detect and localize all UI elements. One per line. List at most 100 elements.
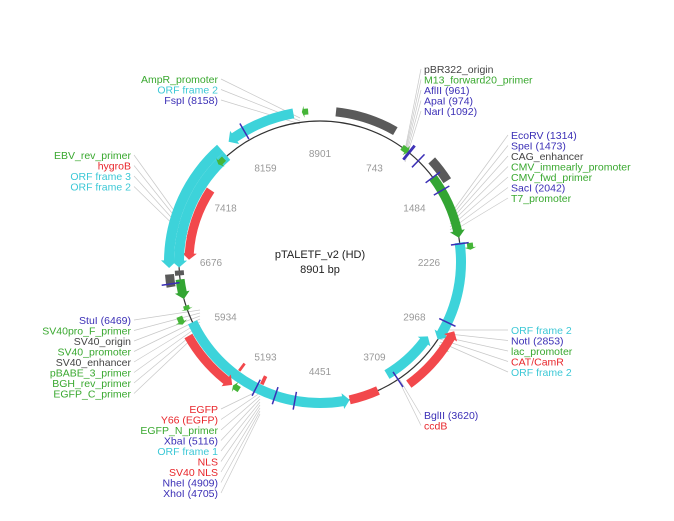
label-pbabe-3-primer: pBABE_3_primer — [50, 368, 132, 380]
label-sv40-enhancer: SV40_enhancer — [56, 357, 132, 369]
label-xhoi-4705: XhoI (4705) — [163, 488, 218, 500]
label-cat-camr: CAT/CamR — [511, 357, 564, 369]
enzyme-mark-spei — [433, 185, 450, 196]
feature-ebv-rev-primer — [216, 156, 227, 167]
tick-label: 6676 — [200, 258, 223, 269]
label-sv40-origin: SV40_origin — [74, 336, 131, 348]
leader-line — [220, 398, 261, 441]
leader-line — [449, 176, 509, 228]
leader-line — [404, 79, 422, 154]
label-orf-frame-2: ORF frame 2 — [157, 85, 218, 97]
feature-cat-camr — [406, 331, 458, 388]
leader-line — [399, 379, 422, 416]
leader-line — [133, 324, 201, 373]
feature-sv40-origin — [174, 270, 185, 276]
tick-label: 2968 — [403, 313, 426, 324]
tick-label: 1484 — [403, 204, 426, 215]
label-sv40-nls: SV40 NLS — [169, 467, 218, 479]
enzyme-mark-stui — [161, 281, 180, 287]
enzyme-mark-apai — [403, 145, 416, 161]
feature-orf-frame-2-lower — [384, 336, 431, 379]
leader-line — [220, 401, 261, 452]
feature-orf-frame-2-right — [434, 241, 466, 340]
enzyme-mark-ecorv — [425, 171, 441, 184]
enzyme-mark-xbai — [251, 379, 261, 397]
feature-orf-frame-3 — [161, 144, 224, 268]
tick-label: 8159 — [254, 164, 277, 175]
label-aflii-961: AflII (961) — [424, 85, 470, 97]
feature-bgh-rev-primer — [181, 304, 193, 311]
feature-sv40-promoter — [174, 278, 190, 299]
feature-cag-enhancer — [428, 157, 452, 184]
label-sv40pro-f-primer: SV40pro_F_primer — [42, 326, 131, 338]
label-t7-promoter: T7_promoter — [511, 193, 572, 205]
tick-label: 743 — [366, 164, 383, 175]
enzyme-mark-aflii — [402, 144, 415, 160]
label-cag-enhancer: CAG_enhancer — [511, 151, 584, 163]
leader-line — [220, 410, 261, 483]
label-cmv-fwd-primer: CMV_fwd_primer — [511, 172, 593, 184]
feature-y66-egfp — [238, 362, 246, 372]
label-ccdb: ccdB — [424, 421, 447, 433]
label-egfp-c-primer: EGFP_C_primer — [53, 389, 131, 401]
label-bgh-rev-primer: BGH_rev_primer — [52, 378, 131, 390]
enzyme-mark-saci — [450, 241, 469, 246]
label-y66-egfp: Y66 (EGFP) — [161, 415, 218, 427]
leader-line — [133, 315, 201, 342]
plasmid-length: 8901 bp — [300, 264, 340, 276]
label-ampr-promoter: AmpR_promoter — [141, 74, 219, 86]
feature-t7-promoter — [464, 242, 477, 250]
feature-egfp — [184, 333, 233, 387]
enzyme-mark-nari — [411, 153, 426, 168]
feature-egfp-n-primer — [231, 381, 241, 393]
feature-egfp-c-primer — [175, 315, 187, 325]
label-pbr322-origin: pBR322_origin — [424, 64, 494, 76]
label-sv40-promoter: SV40_promoter — [57, 347, 131, 359]
label-apai-974: ApaI (974) — [424, 96, 473, 108]
feature-orf-frame-2-top — [228, 108, 295, 145]
leader-line — [404, 89, 422, 157]
label-egfp-n-primer: EGFP_N_primer — [140, 425, 218, 437]
tick-label: 7418 — [214, 204, 237, 215]
leader-line — [220, 413, 261, 494]
leader-line — [449, 145, 509, 219]
feature-hygrob — [181, 187, 215, 260]
leader-line — [220, 404, 261, 462]
enzyme-site-marks — [161, 123, 469, 410]
enzyme-mark-nhei — [271, 386, 279, 405]
label-ebv-rev-primer: EBV_rev_primer — [54, 150, 132, 162]
label-orf-frame-2: ORF frame 2 — [511, 325, 572, 337]
label-nari-1092: NarI (1092) — [424, 106, 477, 118]
plasmid-name: pTALETF_v2 (HD) — [275, 249, 365, 261]
tick-label: 2226 — [418, 258, 441, 269]
leader-line — [220, 392, 261, 420]
leader-line — [449, 134, 509, 216]
leader-line — [439, 341, 509, 373]
leader-line — [220, 99, 301, 125]
feature-sv40-enhancer — [165, 273, 176, 288]
label-spei-1473: SpeI (1473) — [511, 141, 566, 153]
label-xbai-5116: XbaI (5116) — [164, 436, 218, 448]
feature-sv40-nls — [260, 375, 268, 386]
enzyme-mark-xhoi — [292, 391, 298, 410]
label-nls: NLS — [198, 457, 218, 469]
label-stui-6469: StuI (6469) — [79, 315, 131, 327]
label-orf-frame-1: ORF frame 1 — [157, 446, 218, 458]
leader-line — [220, 407, 261, 473]
label-orf-frame-2: ORF frame 2 — [511, 367, 572, 379]
tick-label: 3709 — [363, 352, 386, 363]
leader-line — [220, 395, 261, 431]
feature-pbr322-origin — [335, 107, 398, 136]
label-lac-promoter: lac_promoter — [511, 346, 573, 358]
label-noti-2853: NotI (2853) — [511, 336, 564, 348]
label-egfp: EGFP — [189, 404, 218, 416]
tick-label: 5934 — [214, 313, 237, 324]
enzyme-mark-fspi — [239, 123, 250, 140]
leader-line — [449, 155, 509, 222]
enzyme-mark-noti — [438, 317, 456, 327]
label-hygrob: hygroB — [98, 161, 131, 173]
feature-cmv-immearly-promoter — [429, 175, 465, 238]
label-orf-frame-3: ORF frame 3 — [70, 171, 131, 183]
